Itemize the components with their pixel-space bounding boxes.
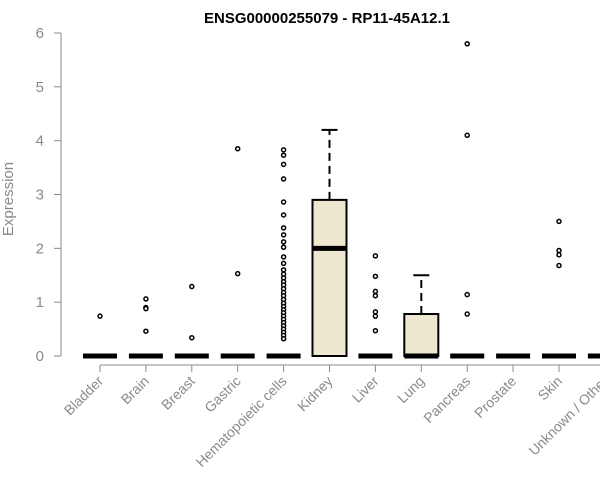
x-tick-label: Kidney bbox=[294, 373, 336, 415]
plot-area bbox=[83, 41, 600, 359]
box-12 bbox=[587, 353, 600, 359]
y-tick-label: 1 bbox=[36, 294, 44, 311]
box-8 bbox=[403, 274, 440, 359]
box-11 bbox=[542, 218, 576, 359]
box-2 bbox=[128, 296, 163, 359]
outlier-point bbox=[280, 254, 287, 260]
y-tick-label: 6 bbox=[36, 25, 44, 42]
x-tick-label: Hematopoietic cells bbox=[193, 373, 290, 470]
outlier-point bbox=[372, 292, 379, 299]
x-tick-label: Liver bbox=[349, 373, 382, 406]
outlier-point bbox=[280, 239, 287, 245]
box-7 bbox=[358, 253, 393, 359]
box-iqr bbox=[403, 313, 440, 358]
y-tick-label: 3 bbox=[36, 187, 44, 204]
y-axis: 0 1 2 3 4 5 6 bbox=[36, 25, 62, 365]
outlier-point bbox=[464, 41, 470, 47]
x-tick-label: Gastric bbox=[201, 373, 244, 416]
box-3 bbox=[174, 283, 209, 359]
y-tick-label: 0 bbox=[36, 348, 44, 365]
y-tick-label: 2 bbox=[36, 240, 44, 257]
outlier-point bbox=[464, 132, 470, 139]
outlier-point bbox=[280, 225, 287, 231]
outlier-point bbox=[280, 176, 287, 182]
outlier-point bbox=[143, 328, 149, 334]
box-5 bbox=[266, 147, 301, 359]
outlier-point bbox=[189, 334, 195, 341]
outlier-point bbox=[280, 336, 287, 342]
outlier-point bbox=[280, 244, 287, 251]
x-tick-label: Bladder bbox=[61, 373, 107, 419]
x-tick-label: Breast bbox=[158, 373, 198, 413]
chart-title: ENSG00000255079 - RP11-45A12.1 bbox=[204, 10, 450, 27]
box-9 bbox=[450, 41, 485, 359]
outlier-point bbox=[372, 309, 379, 315]
x-tick-label: Lung bbox=[394, 373, 427, 406]
outlier-point bbox=[280, 147, 287, 153]
outlier-point bbox=[97, 313, 103, 319]
y-tick-label: 4 bbox=[36, 133, 44, 150]
box-iqr bbox=[311, 198, 348, 357]
y-axis-label: Expression bbox=[0, 162, 17, 236]
outlier-point bbox=[280, 161, 287, 168]
outlier-point bbox=[143, 296, 149, 302]
x-tick-label: Brain bbox=[118, 373, 152, 407]
x-tick-label: Prostate bbox=[471, 373, 519, 421]
outlier-point bbox=[280, 267, 287, 273]
outlier-point bbox=[280, 152, 287, 158]
outlier-point bbox=[464, 291, 470, 298]
outlier-point bbox=[280, 232, 287, 238]
outlier-point bbox=[234, 270, 241, 277]
outlier-point bbox=[280, 260, 287, 267]
x-tick-label: Skin bbox=[535, 373, 566, 404]
box-6 bbox=[311, 128, 348, 357]
outlier-point bbox=[464, 311, 470, 317]
box-1 bbox=[83, 313, 117, 359]
box-4 bbox=[220, 145, 255, 359]
outlier-point bbox=[372, 288, 379, 295]
outlier-point bbox=[372, 273, 379, 280]
x-tick-label: Pancreas bbox=[420, 373, 473, 426]
outlier-point bbox=[372, 253, 379, 259]
y-tick-label: 5 bbox=[36, 79, 44, 96]
outlier-point bbox=[556, 262, 562, 269]
outlier-point bbox=[280, 199, 287, 205]
outlier-point bbox=[372, 327, 379, 334]
outlier-point bbox=[234, 145, 241, 152]
outlier-point bbox=[280, 212, 287, 218]
outlier-point bbox=[189, 283, 195, 290]
outlier-point bbox=[556, 252, 562, 258]
outlier-point bbox=[556, 218, 562, 225]
outlier-point bbox=[143, 305, 149, 312]
outlier-point bbox=[372, 313, 379, 319]
outlier-point bbox=[556, 247, 562, 254]
